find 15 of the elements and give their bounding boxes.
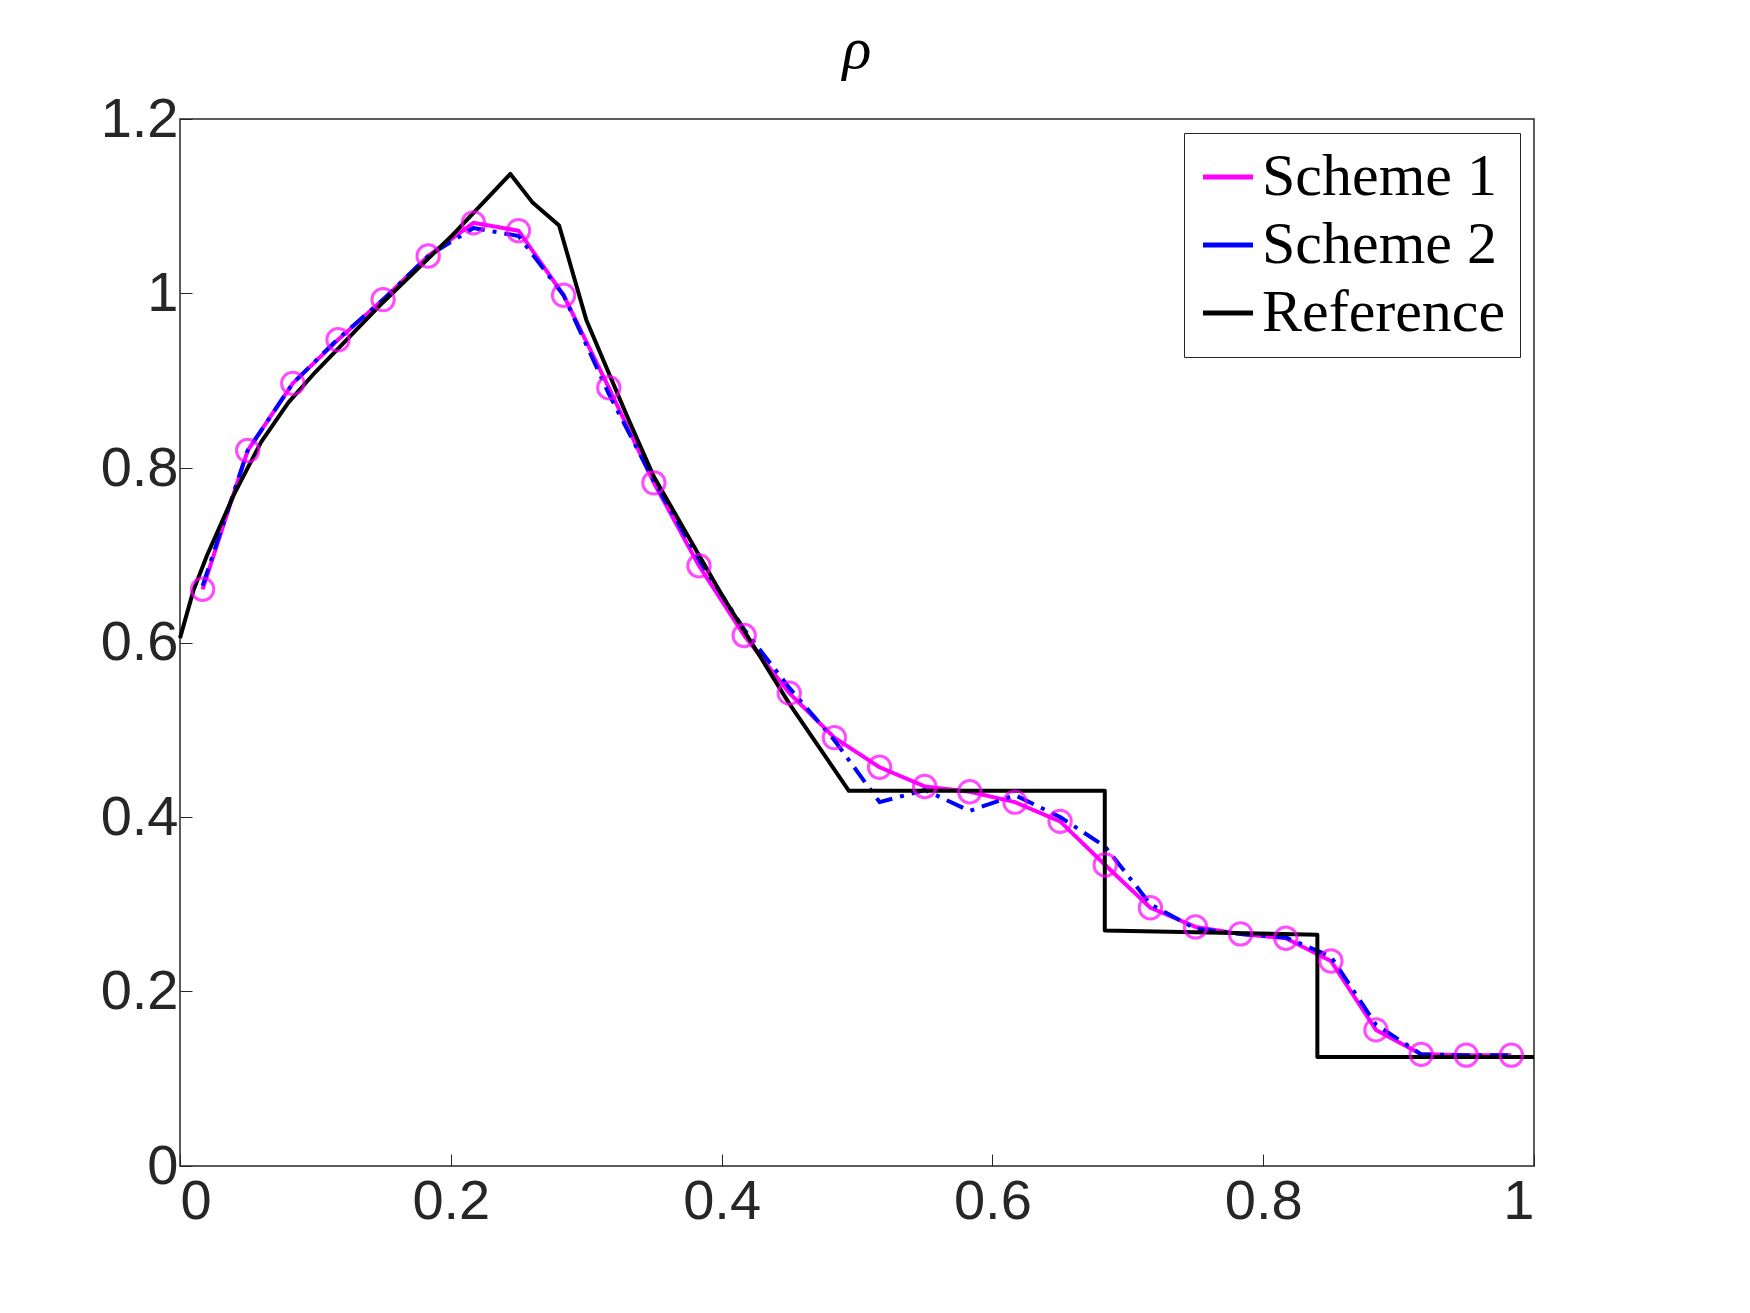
x-tick-label: 0.6 [953,1167,1032,1231]
x-tick-label: 0.8 [1224,1167,1303,1231]
x-tick-label: 0.2 [412,1167,491,1231]
y-tick-label: 0.2 [100,958,179,1021]
y-tick-label: 0.6 [100,609,179,672]
y-tick-label: 0.8 [100,434,179,498]
legend-label: Reference [1262,278,1506,344]
y-tick-label: 1 [147,260,179,323]
chart-title: ρ [840,15,872,81]
y-tick-label: 1.2 [100,85,179,149]
x-tick-label: 1 [1503,1167,1535,1231]
y-tick-label: 0.4 [100,783,179,847]
legend-label: Scheme 1 [1262,142,1497,208]
legend-label: Scheme 2 [1262,210,1497,276]
x-tick-label: 0.4 [683,1167,762,1231]
